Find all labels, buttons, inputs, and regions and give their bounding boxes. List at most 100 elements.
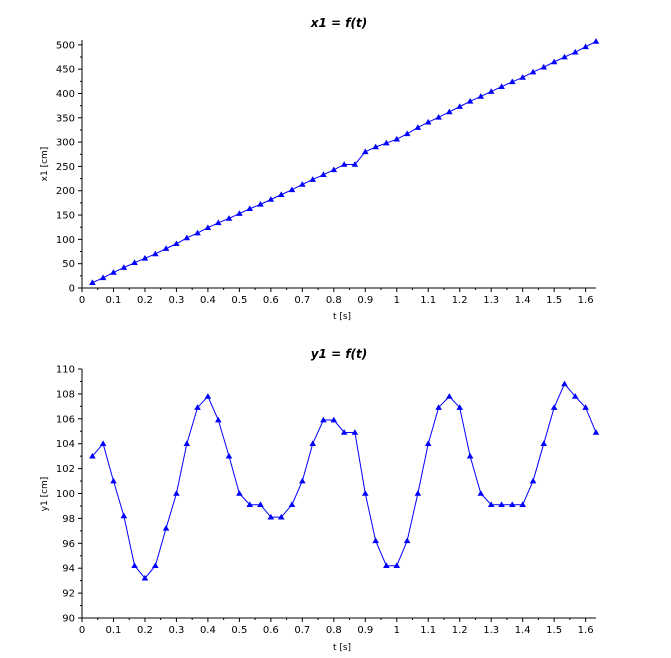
data-point xyxy=(152,562,159,569)
data-point xyxy=(236,490,243,496)
data-point xyxy=(361,490,369,496)
data-point xyxy=(592,429,600,435)
y-tick-label: 96 xyxy=(62,539,75,550)
y-tick-label: 350 xyxy=(56,113,75,124)
data-point xyxy=(320,416,327,423)
data-point xyxy=(393,135,401,142)
data-point xyxy=(582,43,589,50)
x-tick-label: 0.8 xyxy=(326,295,342,306)
data-point xyxy=(183,234,191,241)
data-point xyxy=(466,97,474,104)
x-tick-label: 1 xyxy=(394,295,400,306)
data-point xyxy=(372,143,379,150)
x-tick-label: 1.3 xyxy=(483,625,499,636)
x-tick-label: 1.6 xyxy=(578,625,594,636)
data-point xyxy=(257,501,264,508)
x-tick-label: 1.4 xyxy=(515,625,531,636)
data-point xyxy=(403,130,411,137)
data-point xyxy=(120,512,128,519)
data-point xyxy=(571,48,579,55)
data-point xyxy=(498,83,505,89)
data-point xyxy=(383,562,390,569)
x-tick-label: 0.1 xyxy=(106,625,122,636)
x-tick-label: 0.8 xyxy=(326,625,342,636)
x-tick-label: 1.4 xyxy=(515,295,531,306)
data-point xyxy=(299,181,306,187)
data-point xyxy=(393,562,401,569)
x-tick-label: 0.3 xyxy=(168,625,184,636)
data-point xyxy=(561,380,568,387)
y-tick-label: 100 xyxy=(56,489,75,500)
data-point xyxy=(309,176,317,182)
data-point xyxy=(424,118,432,125)
y-tick-label: 110 xyxy=(56,365,75,376)
y-tick-label: 100 xyxy=(56,235,75,246)
x-tick-label: 0.9 xyxy=(357,625,373,636)
data-point xyxy=(582,404,589,410)
data-point xyxy=(571,393,579,399)
data-point xyxy=(351,161,359,167)
data-point xyxy=(320,171,327,178)
data-point xyxy=(214,219,222,226)
data-point xyxy=(446,108,453,115)
data-point xyxy=(99,274,107,281)
data-point xyxy=(162,245,170,251)
y-tick-label: 92 xyxy=(62,589,75,600)
data-point xyxy=(225,452,233,459)
y-axis-label: y1 [cm] xyxy=(40,477,50,512)
x-tick-label: 0.4 xyxy=(200,625,216,636)
x-tick-label: 0.7 xyxy=(294,625,310,636)
data-point xyxy=(89,452,96,459)
data-point xyxy=(236,210,243,216)
data-point xyxy=(477,490,485,496)
data-point xyxy=(152,250,159,257)
x-tick-label: 0 xyxy=(79,625,85,636)
x-tick-label: 0.2 xyxy=(137,295,153,306)
y-tick-label: 108 xyxy=(56,389,75,400)
data-point xyxy=(288,186,296,193)
data-point xyxy=(330,166,338,173)
chart-y1: y1 = f(t) t [s] y1 [cm] 0 0.1 0.2 0.3 0.4 0.5… xyxy=(40,347,600,653)
data-point xyxy=(225,215,233,221)
x-tick-label: 0.2 xyxy=(137,625,153,636)
data-point xyxy=(592,38,600,44)
data-point xyxy=(194,404,201,410)
data-point xyxy=(120,264,128,270)
chart-x1: x1 = f(t) t [s] x1 [cm] 0 0.1 0.2 0.3 0.4 0.5… xyxy=(40,16,600,322)
data-point xyxy=(519,501,526,508)
y-axis-label: x1 [cm] xyxy=(40,147,50,182)
data-point xyxy=(446,393,453,399)
x-tick-label: 0 xyxy=(79,295,85,306)
data-point xyxy=(299,477,306,484)
data-point xyxy=(361,148,369,155)
data-point xyxy=(487,501,495,508)
y-tick-label: 98 xyxy=(62,514,75,525)
data-point xyxy=(403,537,411,544)
data-point xyxy=(99,440,107,447)
x-tick-label: 0.5 xyxy=(231,295,247,306)
data-point xyxy=(540,63,548,70)
y-tick-label: 102 xyxy=(56,464,75,475)
chart-title: y1 = f(t) xyxy=(311,347,368,361)
data-point xyxy=(540,440,548,447)
data-point xyxy=(487,88,495,94)
data-point xyxy=(214,416,222,423)
data-point xyxy=(561,53,568,60)
x-tick-label: 1.2 xyxy=(452,625,468,636)
data-point xyxy=(267,196,275,202)
data-point xyxy=(141,574,149,581)
data-point xyxy=(550,58,558,65)
data-point xyxy=(424,440,432,447)
data-point xyxy=(246,501,254,508)
data-point xyxy=(183,440,191,447)
data-point xyxy=(194,229,201,236)
x-tick-label: 1.1 xyxy=(420,295,436,306)
data-point xyxy=(477,93,485,99)
y-tick-label: 450 xyxy=(56,65,75,76)
data-point xyxy=(267,513,275,520)
data-point xyxy=(383,139,390,146)
x-axis-label: t [s] xyxy=(333,643,351,653)
y-tick-label: 200 xyxy=(56,186,75,197)
y-tick-label: 50 xyxy=(62,259,75,270)
data-point xyxy=(89,279,96,285)
